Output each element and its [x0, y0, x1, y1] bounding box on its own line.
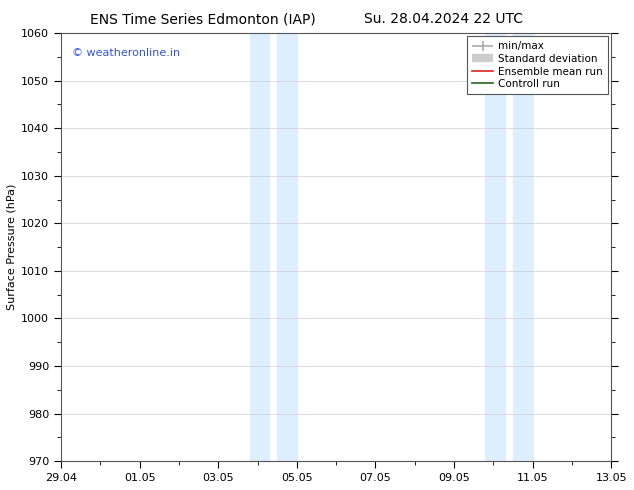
Text: Su. 28.04.2024 22 UTC: Su. 28.04.2024 22 UTC: [365, 12, 523, 26]
Bar: [277, 33, 297, 461]
Text: © weatheronline.in: © weatheronline.in: [72, 48, 180, 58]
Bar: [513, 33, 533, 461]
Bar: [250, 33, 269, 461]
Y-axis label: Surface Pressure (hPa): Surface Pressure (hPa): [7, 184, 17, 310]
Bar: [486, 33, 505, 461]
Legend: min/max, Standard deviation, Ensemble mean run, Controll run: min/max, Standard deviation, Ensemble me…: [467, 36, 608, 95]
Text: ENS Time Series Edmonton (IAP): ENS Time Series Edmonton (IAP): [90, 12, 316, 26]
